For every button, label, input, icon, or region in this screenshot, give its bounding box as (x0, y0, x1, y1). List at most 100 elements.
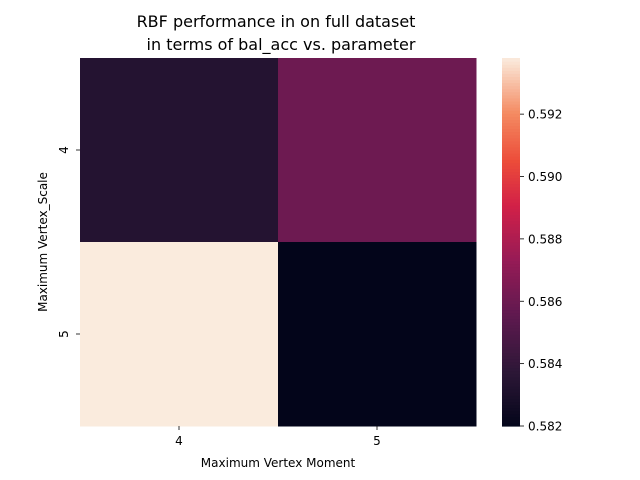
colorbar: 0.582 0.584 0.586 0.588 0.590 0.592 (502, 58, 562, 434)
heatmap-cells (80, 58, 477, 427)
colorbar-segment (502, 235, 520, 240)
colorbar-segment (502, 410, 520, 415)
colorbar-segment (502, 58, 520, 62)
colorbar-segment (502, 392, 520, 396)
colorbar-tick-label: 0.584 (528, 357, 562, 371)
colorbar-segment (502, 162, 520, 166)
colorbar-segment (502, 100, 520, 105)
colorbar-segment (502, 229, 520, 234)
colorbar-segment (502, 419, 520, 424)
colorbar-segment (502, 272, 520, 277)
colorbar-segment (502, 288, 520, 292)
colorbar-segment (502, 395, 520, 399)
heatmap-cell (80, 58, 279, 243)
colorbar-segment (502, 131, 520, 136)
colorbar-segment (502, 116, 520, 120)
colorbar-segment (502, 159, 520, 163)
colorbar-segment (502, 220, 520, 225)
colorbar-segment (502, 91, 520, 96)
colorbar-segment (502, 364, 520, 369)
colorbar-segment (502, 300, 520, 304)
y-axis-label: Maximum Vertex_Scale (36, 172, 50, 312)
colorbar-segment (502, 73, 520, 77)
colorbar-segment (502, 122, 520, 127)
colorbar-segment (502, 380, 520, 384)
colorbar-segment (502, 134, 520, 139)
colorbar-tick-label: 0.588 (528, 232, 562, 246)
colorbar-segment (502, 119, 520, 123)
colorbar-segment (502, 352, 520, 357)
colorbar-segment (502, 208, 520, 212)
colorbar-segment (502, 343, 520, 347)
colorbar-segment (502, 205, 520, 209)
colorbar-segment (502, 413, 520, 418)
colorbar-segment (502, 64, 520, 68)
colorbar-segment (502, 386, 520, 390)
heatmap-cell (80, 242, 279, 427)
colorbar-segment (502, 180, 520, 185)
colorbar-tick-label: 0.590 (528, 170, 562, 184)
colorbar-segment (502, 156, 520, 160)
colorbar-tick-label: 0.582 (528, 420, 562, 434)
colorbar-segment (502, 88, 520, 93)
colorbar-segment (502, 113, 520, 117)
colorbar-segment (502, 389, 520, 393)
colorbar-segment (502, 306, 520, 311)
colorbar-segment (502, 315, 520, 320)
colorbar-segment (502, 79, 520, 84)
colorbar-segment (502, 196, 520, 200)
colorbar-segment (502, 146, 520, 151)
colorbar-segment (502, 284, 520, 289)
colorbar-segment (502, 177, 520, 182)
colorbar-segment (502, 174, 520, 179)
colorbar-segment (502, 373, 520, 378)
chart-title-line-1: RBF performance in on full dataset (137, 12, 416, 31)
colorbar-tick-label: 0.586 (528, 295, 562, 309)
colorbar-segment (502, 226, 520, 231)
colorbar-segment (502, 202, 520, 206)
colorbar-segment (502, 312, 520, 317)
colorbar-segment (502, 217, 520, 222)
colorbar-segment (502, 94, 520, 99)
colorbar-segment (502, 361, 520, 366)
colorbar-segment (502, 107, 520, 111)
colorbar-segment (502, 340, 520, 344)
colorbar-segment (502, 223, 520, 228)
colorbar-segment (502, 337, 520, 341)
colorbar-segment (502, 186, 520, 191)
colorbar-segment (502, 309, 520, 314)
colorbar-segment (502, 358, 520, 363)
colorbar-segment (502, 97, 520, 102)
colorbar-segment (502, 192, 520, 197)
colorbar-segment (502, 294, 520, 298)
colorbar-segment (502, 303, 520, 307)
colorbar-segment (502, 370, 520, 375)
colorbar-segment (502, 404, 520, 409)
colorbar-segment (502, 189, 520, 194)
y-axis-ticks: 45 (57, 146, 80, 338)
colorbar-segment (502, 257, 520, 261)
colorbar-segment (502, 248, 520, 252)
colorbar-segment (502, 327, 520, 332)
colorbar-segment (502, 281, 520, 286)
colorbar-segment (502, 214, 520, 219)
colorbar-segment (502, 398, 520, 403)
colorbar-segment (502, 168, 520, 173)
colorbar-segment (502, 367, 520, 372)
colorbar-segment (502, 324, 520, 329)
colorbar-segment (502, 125, 520, 130)
colorbar-segment (502, 128, 520, 133)
colorbar-segment (502, 330, 520, 335)
colorbar-segment (502, 140, 520, 145)
x-tick-label: 4 (175, 434, 183, 448)
heatmap-cell (278, 242, 477, 427)
colorbar-segment (502, 238, 520, 243)
colorbar-segment (502, 143, 520, 148)
colorbar-segment (502, 321, 520, 326)
colorbar-segment (502, 104, 520, 108)
heatmap-cell (278, 58, 477, 243)
x-axis-label: Maximum Vertex Moment (201, 456, 356, 470)
colorbar-tick-label: 0.592 (528, 108, 562, 122)
